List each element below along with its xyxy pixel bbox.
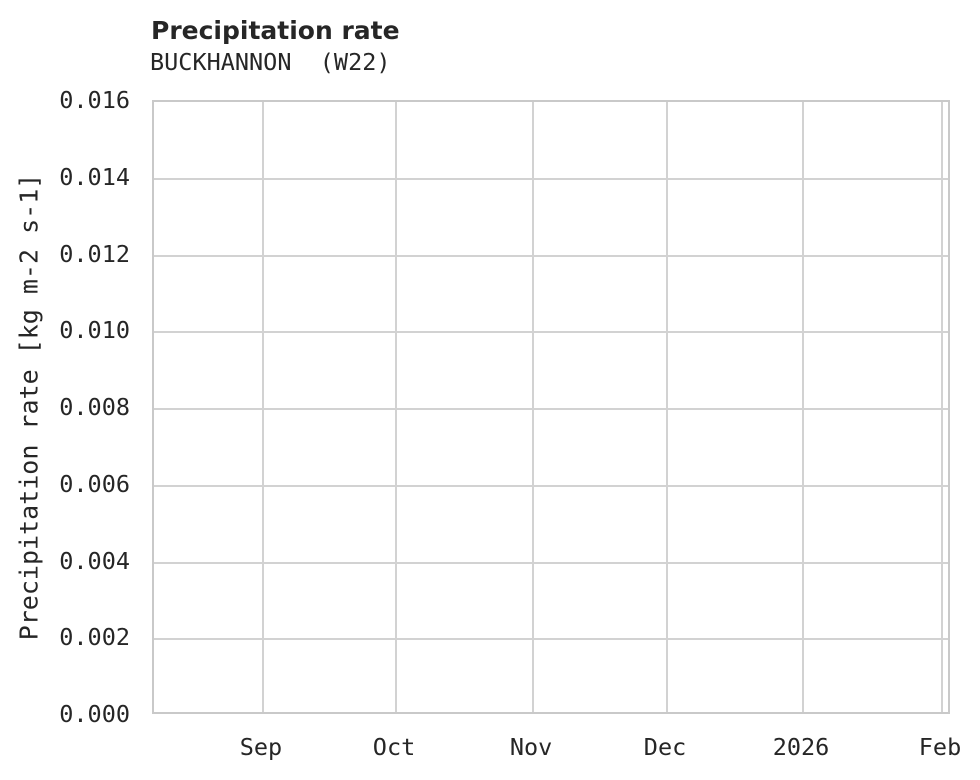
x-tick-label: Dec: [643, 733, 687, 761]
v-gridline: [395, 102, 398, 712]
y-tick-label: 0.010: [59, 316, 130, 345]
h-gridline: [154, 408, 948, 410]
h-gridline: [154, 331, 948, 334]
y-tick-label: 0.000: [59, 700, 130, 728]
v-gridline: [666, 102, 669, 712]
x-tick-label: Oct: [372, 733, 416, 761]
y-tick-label: 0.014: [59, 162, 130, 191]
h-gridline: [154, 254, 948, 257]
x-tick-label: Nov: [509, 733, 553, 761]
v-gridline: [941, 102, 944, 712]
y-tick-label: 0.012: [59, 239, 130, 268]
h-gridline: [154, 561, 948, 564]
h-gridline: [154, 484, 948, 487]
chart-title: Precipitation rate: [151, 16, 400, 45]
v-gridline: [532, 102, 535, 712]
x-tick-label: Sep: [239, 733, 283, 761]
h-gridline: [154, 638, 948, 641]
y-tick-label: 0.002: [59, 623, 130, 652]
plot-area: [152, 100, 950, 714]
x-tick-label: 2026: [772, 733, 830, 761]
y-tick-label: 0.008: [59, 393, 130, 421]
v-gridline: [802, 102, 804, 712]
h-gridline: [154, 177, 948, 180]
x-tick-label: Feb: [918, 733, 962, 761]
y-tick-label: 0.016: [59, 86, 130, 114]
y-tick-label: 0.004: [59, 546, 130, 575]
chart-subtitle: BUCKHANNON (W22): [150, 48, 391, 76]
v-gridline: [262, 102, 264, 712]
y-tick-label: 0.006: [59, 469, 130, 498]
